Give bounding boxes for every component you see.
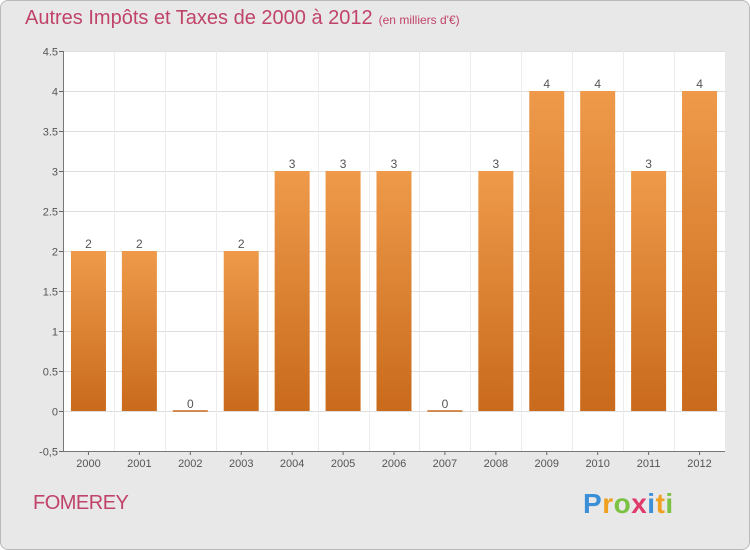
y-tick-label: 1.5 [43,287,58,299]
x-tick-label: 2010 [585,458,609,470]
chart-title: Autres Impôts et Taxes de 2000 à 2012 (en… [25,7,460,30]
bar [121,251,157,411]
bar [529,91,565,411]
x-tick-label: 2002 [178,458,202,470]
y-tick-label: 4.5 [43,47,58,59]
y-tick-label: 4 [52,87,58,99]
bars: 2 2 0 2 3 3 3 0 3 4 4 3 4 [70,77,718,412]
logo-letter: t [655,488,666,519]
x-tick-label: 2005 [331,458,355,470]
logo-letter: x [631,488,648,519]
bar-value-label: 0 [187,397,194,411]
bar-value-label: 2 [85,237,92,251]
x-tick-label: 2004 [280,458,304,470]
bar-value-label: 2 [238,237,245,251]
bar-value-label: 0 [442,397,449,411]
y-tick-label: 3.5 [43,127,58,139]
x-tick-label: 2001 [127,458,151,470]
y-tick-label: 2.5 [43,207,58,219]
bar [325,171,361,411]
x-tick-label: 2009 [535,458,559,470]
bar [580,91,616,411]
bar-value-label: 4 [594,77,601,91]
x-tick-label: 2011 [637,458,661,470]
bar [478,171,514,411]
y-tick-label: -0,5 [39,447,58,459]
y-tick-label: 2 [52,247,58,259]
bar [376,171,412,411]
y-tick-label: 3 [52,167,58,179]
bar-value-label: 3 [493,157,500,171]
bar [427,410,463,412]
logo-letter: P [583,488,603,519]
bar-value-label: 3 [340,157,347,171]
bar-value-label: 4 [543,77,550,91]
bar [631,171,667,411]
logo-letter: r [602,488,614,519]
bar [172,410,208,412]
y-tick-label: 0 [52,407,58,419]
title-unit: (en milliers d'€) [378,13,460,27]
x-tick-label: 2007 [433,458,457,470]
y-tick-label: 1 [52,327,58,339]
bar-value-label: 3 [391,157,398,171]
bar-value-label: 3 [645,157,652,171]
bar-value-label: 2 [136,237,143,251]
title-text: Autres Impôts et Taxes de 2000 à 2012 [25,7,373,29]
logo-letter: o [613,488,632,519]
x-tick-label: 2012 [687,458,711,470]
bar [682,91,718,411]
bar [274,171,310,411]
bar-value-label: 3 [289,157,296,171]
bar [70,251,106,411]
x-tick-label: 2000 [76,458,100,470]
bar [223,251,259,411]
x-tick-label: 2008 [484,458,508,470]
bar-value-label: 4 [696,77,703,91]
y-tick-label: 0.5 [43,367,58,379]
logo-letter: i [665,488,674,519]
x-tick-label: 2006 [382,458,406,470]
proxiti-logo: Proxiti [583,488,674,520]
logo-letter: i [647,488,656,519]
x-tick-label: 2003 [229,458,253,470]
location-name: FOMEREY [33,492,129,514]
